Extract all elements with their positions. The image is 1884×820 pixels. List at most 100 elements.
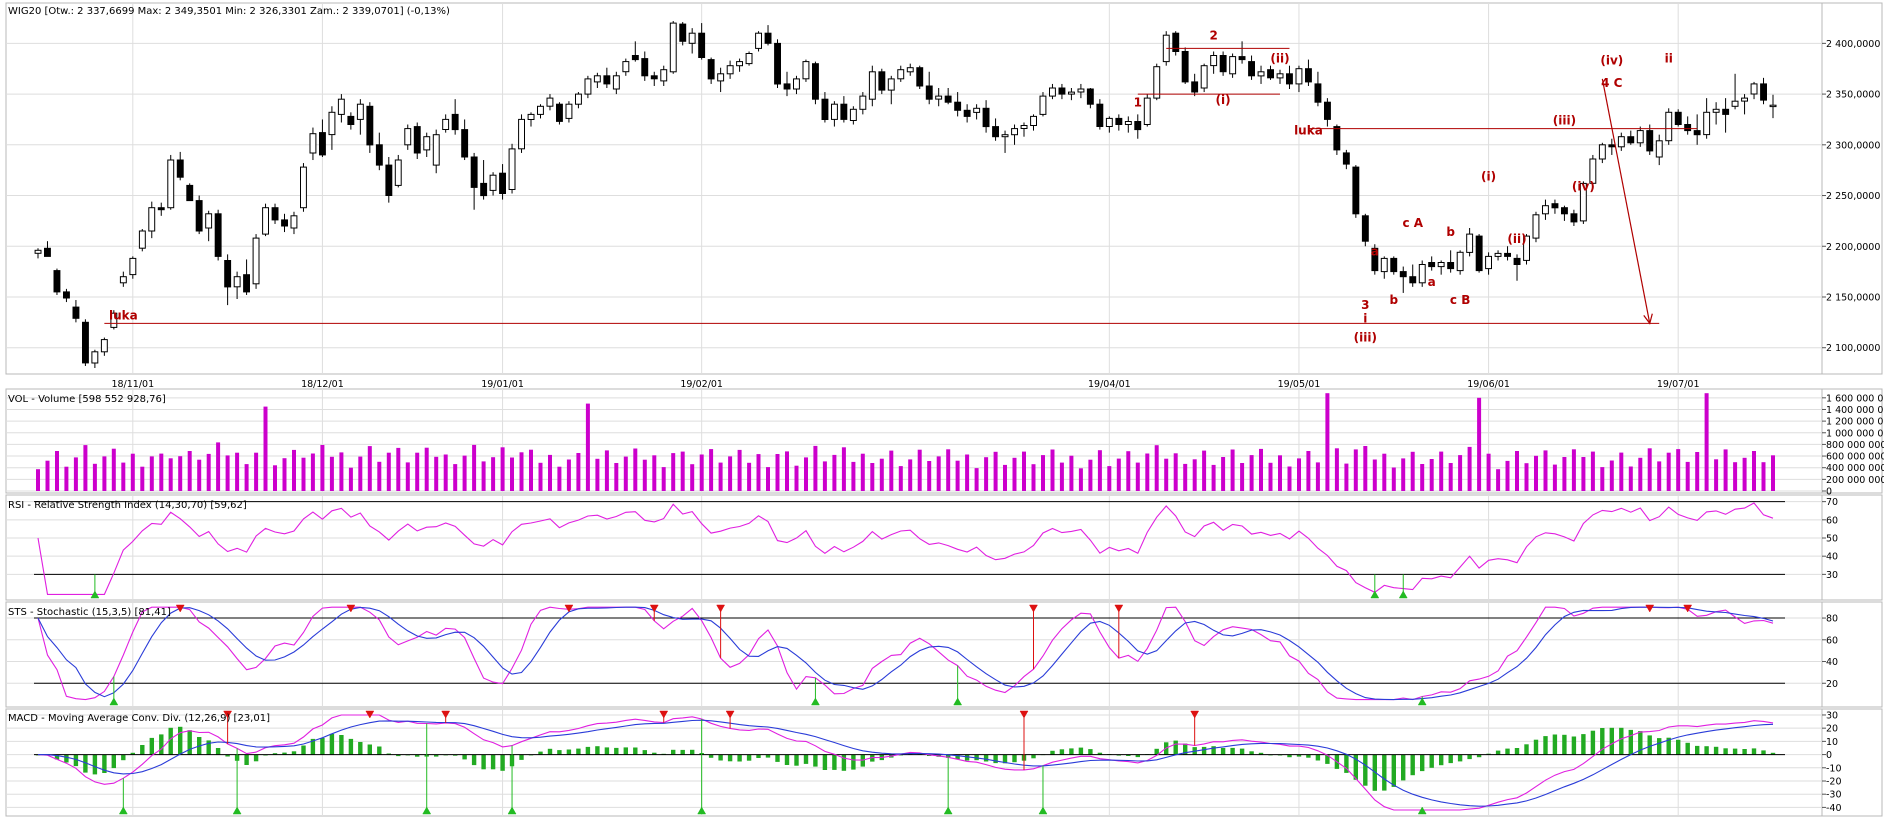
macd-tick-label: 0 [1826,750,1832,761]
macd-histogram-bar [1154,748,1159,755]
candle-up [1579,182,1587,222]
wave-annotation: (i) [1216,93,1231,107]
wave-annotation: luka [109,308,138,322]
macd-tick-label: 10 [1826,737,1838,748]
macd-histogram-bar [1704,746,1709,755]
volume-bar [1126,451,1131,491]
volume-bar [1173,453,1178,491]
macd-histogram-bar [1173,740,1178,755]
macd-histogram-bar [1325,754,1330,764]
macd-histogram-bar [348,738,354,755]
macd-histogram-bar [1581,734,1586,755]
macd-signal-line [37,719,1774,807]
volume-bar [747,462,752,491]
volume-bar [1306,451,1311,491]
volume-bar [984,457,989,491]
volume-tick-label: 0 [1826,487,1832,498]
macd-tick-label: -30 [1826,790,1842,801]
candle-down [1390,257,1398,273]
macd-histogram-bar [415,754,420,757]
rsi-buy-marker [1370,590,1380,599]
candle-up [1703,111,1711,136]
macd-histogram-bar [1249,751,1254,755]
candle-up [518,118,525,150]
volume-bar [121,462,126,491]
candle-up [669,22,677,73]
wave-annotation: luka [1294,124,1323,138]
stoch-sell-marker [346,604,356,613]
macd-histogram-bar [54,754,60,760]
volume-bar [908,459,913,491]
candle-up [575,93,582,105]
wave-annotation: c A [1402,216,1423,230]
macd-histogram-bar [453,754,458,756]
volume-bar [339,452,344,491]
candle-up [612,75,620,90]
candle-up [546,97,554,107]
candle-down [281,219,289,227]
candle-up [119,276,127,284]
candle-down [1693,130,1701,136]
macd-histogram-bar [462,754,467,760]
macd-tick-label: -20 [1826,776,1842,787]
volume-bar [1581,457,1586,491]
candle-up [831,103,838,120]
candle-up [584,78,592,95]
candle-down [385,164,393,197]
candle-down [157,207,165,211]
volume-bar [462,455,467,491]
volume-panel-title: VOL - Volume [598 552 928,76] [8,394,166,405]
macd-histogram-bar [946,754,951,758]
volume-bar [187,451,192,491]
macd-histogram-bar [1761,750,1766,755]
macd-histogram-bar [746,754,752,761]
macd-histogram-bar [1467,754,1472,760]
candle-down [1238,56,1246,61]
price-panel-title: WIG20 [Otw.: 2 337,6699 Max: 2 349,3501 … [8,6,450,17]
volume-bar [405,462,410,491]
volume-bar [206,453,211,491]
volume-bar [1059,462,1064,491]
macd-histogram-bar [547,748,553,755]
macd-histogram-bar [1590,730,1596,755]
macd-histogram-bar [1031,754,1036,759]
volume-bar [585,403,590,491]
candle-down [821,98,829,120]
candle-up [1001,134,1009,138]
macd-histogram-bar [1647,735,1652,755]
candle-down [1627,136,1635,144]
candle-down [916,67,924,87]
stoch-buy-marker [109,697,119,706]
stoch-d-line [37,606,1774,701]
candle-up [1598,144,1606,160]
macd-histogram-bar [690,749,695,755]
macd-histogram-bar [1002,754,1008,764]
volume-bar [860,453,865,491]
volume-bar [235,452,240,491]
macd-histogram-bar [396,754,401,757]
macd-histogram-bar [1344,754,1349,773]
candle-up [1153,66,1161,99]
volume-bar [301,457,306,491]
macd-histogram-bar [121,754,126,761]
volume-bar [434,456,439,491]
macd-histogram-bar [1742,749,1747,755]
volume-bar [756,454,761,491]
volume-bar [1676,449,1681,491]
stoch-sell-marker [564,604,574,613]
candle-down [366,105,374,146]
macd-histogram-bar [680,749,685,755]
price-tick-label: 2 400,0000 [1826,39,1880,50]
macd-histogram-bar [320,738,325,755]
volume-bar [718,462,723,491]
candle-down [1674,111,1682,126]
volume-bar [889,450,894,491]
macd-histogram-bar [623,747,628,755]
candle-down [1428,262,1436,268]
macd-histogram-bar [1069,748,1074,755]
volume-bar [159,453,164,491]
volume-bar [1297,458,1301,491]
rsi-tick-label: 40 [1826,552,1838,563]
volume-bar [1666,452,1671,491]
